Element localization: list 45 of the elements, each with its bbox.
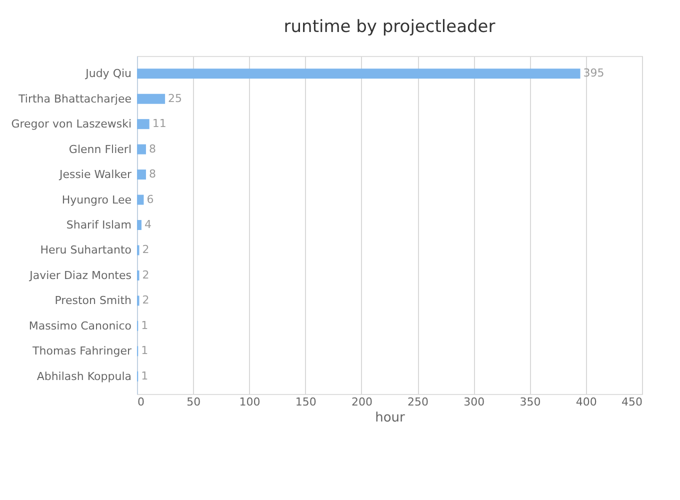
bar — [137, 144, 146, 154]
data-label: 1 — [141, 344, 148, 358]
chart-title: runtime by projectleader — [284, 17, 496, 37]
x-tick-label: 250 — [408, 396, 429, 408]
x-tick-label: 50 — [186, 396, 201, 408]
y-tick-label: Massimo Canonico — [28, 319, 132, 332]
x-tick-label: 400 — [576, 396, 597, 408]
bar — [137, 194, 144, 205]
y-tick-label: Thomas Fahringer — [32, 344, 132, 358]
data-label: 1 — [141, 369, 148, 382]
data-label: 6 — [146, 192, 154, 206]
bar — [137, 170, 146, 180]
data-label: 8 — [148, 142, 156, 156]
data-label: 2 — [142, 243, 150, 256]
data-label: 395 — [583, 66, 604, 80]
y-tick-label: Preston Smith — [54, 294, 132, 308]
y-tick-label: Javier Diaz Montes — [28, 268, 132, 282]
bar — [137, 119, 150, 130]
x-tick-label: 150 — [295, 396, 316, 408]
data-label: 25 — [168, 92, 182, 105]
y-tick-label: Judy Qiu — [84, 67, 132, 80]
x-tick-label: 100 — [239, 396, 260, 408]
data-label: 2 — [142, 268, 150, 282]
x-tick-label: 450 — [622, 396, 642, 408]
x-axis-title: hour — [375, 410, 406, 426]
y-tick-label: Hyungro Lee — [62, 193, 132, 206]
y-tick-label: Jessie Walker — [58, 168, 132, 182]
bar — [137, 68, 580, 79]
x-tick-label: 200 — [351, 396, 372, 408]
x-tick-label: 300 — [464, 396, 485, 408]
data-label: 8 — [148, 168, 156, 181]
data-label: 4 — [144, 218, 152, 231]
y-tick-label: Sharif Islam — [66, 218, 132, 232]
x-tick-label: 350 — [520, 396, 541, 408]
y-tick-label: Glenn Flierl — [68, 142, 132, 156]
bar — [137, 220, 142, 230]
data-label: 1 — [141, 318, 148, 332]
data-label: 11 — [152, 117, 166, 130]
y-tick-label: Abhilash Koppula — [36, 370, 132, 383]
data-label: 2 — [142, 294, 150, 307]
y-tick-label: Gregor von Laszewski — [11, 118, 132, 131]
x-tick-label: 0 — [138, 396, 144, 408]
y-tick-label: Heru Suhartanto — [40, 244, 132, 257]
y-tick-label: Tirtha Bhattacharjee — [18, 92, 132, 106]
bar — [137, 94, 166, 104]
